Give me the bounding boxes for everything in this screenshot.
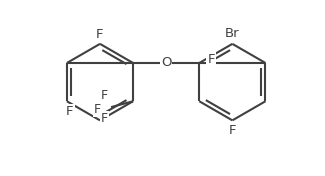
Text: F: F	[94, 103, 101, 116]
Text: O: O	[161, 56, 171, 70]
Text: F: F	[96, 28, 104, 41]
Text: F: F	[207, 53, 215, 66]
Text: F: F	[66, 105, 73, 118]
Text: F: F	[101, 89, 108, 102]
Text: F: F	[101, 112, 108, 125]
Text: F: F	[228, 124, 236, 137]
Text: Br: Br	[225, 27, 240, 40]
